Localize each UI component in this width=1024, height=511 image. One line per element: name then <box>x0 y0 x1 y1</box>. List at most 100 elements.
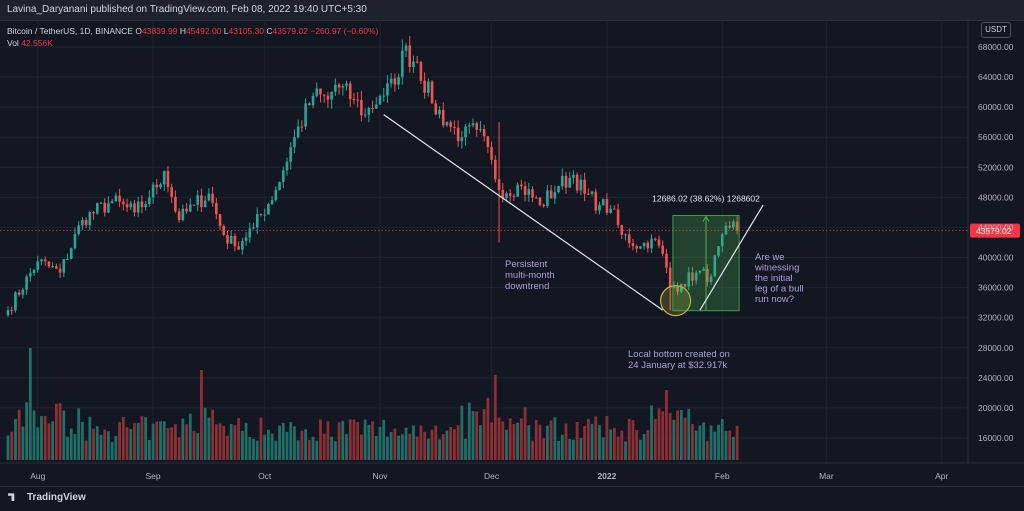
publisher-bar: Lavina_Daryanani published on TradingVie… <box>0 0 1024 21</box>
volume-bar <box>274 440 278 460</box>
candle-body <box>668 267 672 288</box>
volume-bar <box>646 430 650 460</box>
price-axis[interactable]: 68000.00 64000.00 60000.00 56000.00 52000.00… <box>967 20 1014 463</box>
candles <box>6 35 739 318</box>
change-value: −260.97 (−0.60%) <box>310 26 379 36</box>
volume-bar <box>170 427 174 460</box>
volume-bar <box>653 418 657 460</box>
footer <box>0 486 1024 511</box>
candle-body <box>17 292 21 295</box>
volume-bar <box>51 421 55 460</box>
volume-bar <box>393 428 397 460</box>
candle-body <box>546 190 549 206</box>
candle-body <box>129 203 133 208</box>
time-tick-label: Mar <box>819 471 834 481</box>
candle-body <box>55 266 58 269</box>
volume-bar <box>709 425 713 460</box>
price-tick-label: 48000.00 <box>978 192 1014 202</box>
ohlc-legend: Bitcoin / TetherUS, 1D, BINANCE O43839.9… <box>7 26 378 36</box>
volume-bar <box>482 409 486 460</box>
candle-body <box>650 238 653 249</box>
volume-bar <box>661 411 665 460</box>
candle-body <box>77 225 80 235</box>
candle-body <box>564 175 568 188</box>
time-tick-label: Oct <box>258 471 272 481</box>
candle-body <box>527 189 531 195</box>
volume-bar <box>125 427 129 460</box>
candle-body <box>315 88 319 96</box>
volume-bar <box>438 439 441 460</box>
volume-bar <box>631 420 635 460</box>
candle-body <box>345 83 348 87</box>
volume-bar <box>612 427 616 460</box>
candle-body <box>627 234 631 244</box>
volume-bar <box>118 422 121 460</box>
volume-bar <box>586 418 590 460</box>
volume-bar <box>240 430 244 460</box>
candle-body <box>732 221 735 228</box>
candle-body <box>29 273 32 277</box>
candle-body <box>378 95 382 105</box>
candle-body <box>47 261 51 267</box>
candle-body <box>698 270 702 273</box>
volume-bar <box>601 437 605 460</box>
note-line: downtrend <box>505 281 549 292</box>
price-tick-label: 28000.00 <box>978 343 1014 353</box>
volume-bar <box>564 423 568 460</box>
volume-bar <box>713 431 717 460</box>
candle-body <box>374 104 378 109</box>
candle-body <box>73 234 77 249</box>
volume-bar <box>233 424 237 460</box>
annotations: Persistent multi-month downtrend Local bott… <box>383 114 804 371</box>
currency-button[interactable]: USDT <box>981 22 1011 38</box>
price-chart[interactable]: 43579.02 Persistent multi-month downtrend L… <box>0 0 1024 486</box>
candle-body <box>568 177 572 188</box>
volume-bar <box>464 438 467 460</box>
volume-bar <box>69 428 73 460</box>
candle-body <box>404 45 408 51</box>
volume-bar <box>549 420 553 460</box>
time-tick-label: Feb <box>715 471 730 481</box>
price-tick-label: 44000.00 <box>978 222 1014 232</box>
candle-body <box>356 99 359 101</box>
candle-body <box>441 109 445 126</box>
candle-body <box>605 199 609 213</box>
volume-legend: Vol 42.556K <box>7 38 53 48</box>
volume-bar <box>575 421 579 460</box>
candle-body <box>185 208 188 212</box>
volume-bar <box>110 441 114 460</box>
candle-body <box>66 258 69 260</box>
candle-body <box>125 204 129 208</box>
candle-body <box>720 234 724 247</box>
note-line: Persistent <box>505 259 548 270</box>
volume-bar <box>430 429 434 460</box>
volume-bar <box>192 431 196 460</box>
candle-body <box>308 103 311 106</box>
candle-body <box>382 95 386 97</box>
candle-body <box>281 170 285 182</box>
note-line: multi-month <box>505 270 555 281</box>
candle-body <box>203 200 207 208</box>
price-tick-label: 40000.00 <box>978 253 1014 263</box>
candle-body <box>95 203 99 214</box>
candle-body <box>103 202 107 213</box>
volume-bar <box>32 410 36 460</box>
volume-bar <box>77 408 81 460</box>
time-axis[interactable]: Aug Sep Oct Nov Dec 2022 Feb Mar Apr <box>0 462 1024 481</box>
candle-body <box>419 62 423 81</box>
volume-bar <box>133 423 136 460</box>
candle-body <box>311 95 315 106</box>
candle-body <box>691 272 694 281</box>
volume-bar <box>47 423 51 460</box>
candle-body <box>408 45 412 67</box>
candle-body <box>523 186 527 195</box>
volume-bar <box>668 412 672 460</box>
candle-body <box>482 129 486 137</box>
candle-body <box>81 219 84 226</box>
volume-bar <box>92 428 95 460</box>
volume-bar <box>367 424 371 460</box>
volume-bar <box>676 410 679 460</box>
candle-body <box>140 201 144 208</box>
candle-body <box>352 99 356 101</box>
tradingview-mark-icon <box>8 493 15 502</box>
